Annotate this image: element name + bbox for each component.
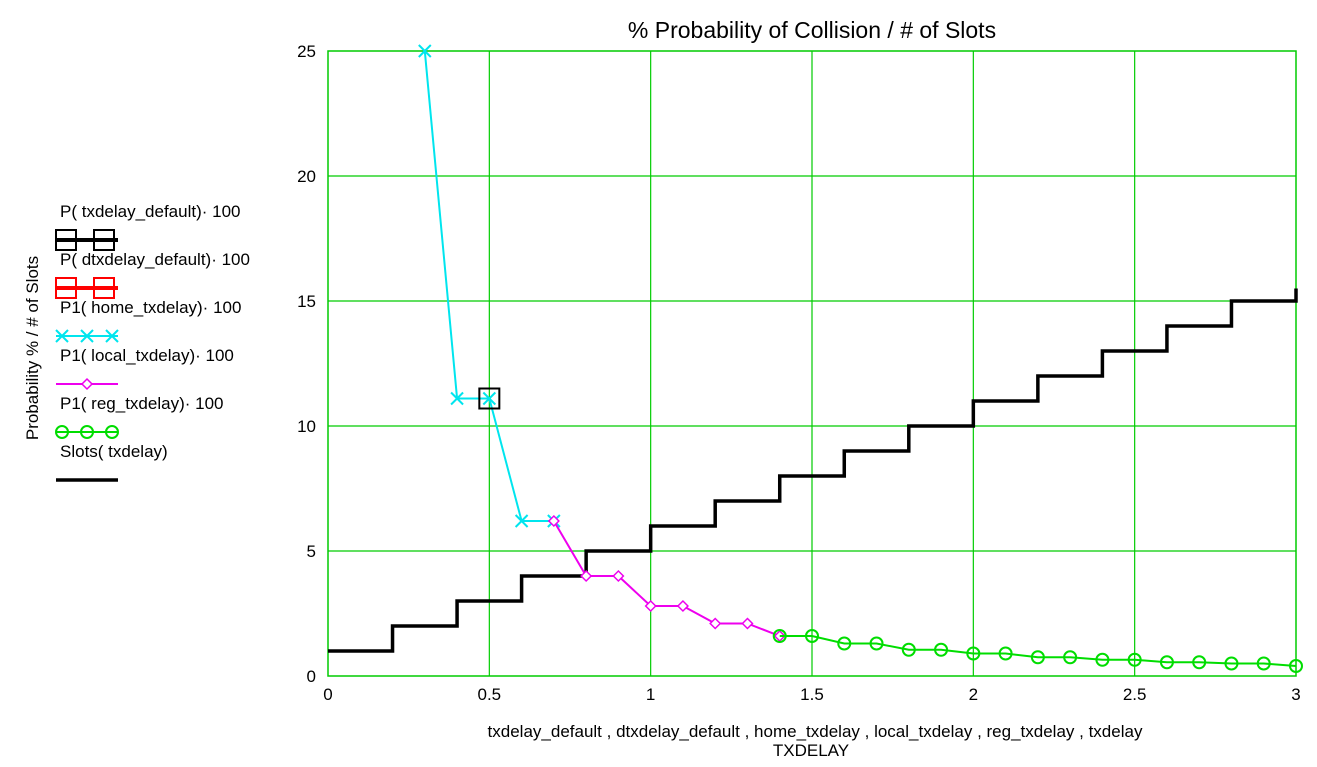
series-0: [478, 387, 501, 410]
series-3: [547, 514, 786, 643]
point-2-0-b: [418, 44, 432, 58]
x-tick-label: 1: [646, 685, 655, 704]
x-axis-label: txdelay_default , dtxdelay_default , hom…: [488, 722, 1143, 741]
point-4-1: [805, 629, 819, 643]
grid: [328, 51, 1296, 676]
legend-marker-4: [55, 425, 69, 439]
point-4-9: [1063, 650, 1078, 665]
series-line-5: [328, 288, 1298, 653]
point-3-2: [612, 569, 625, 583]
y-tick-label: 20: [297, 167, 316, 186]
point-2-2-b: [482, 391, 497, 406]
x-tick-label: 3: [1291, 685, 1300, 704]
point-4-8: [1030, 650, 1045, 665]
legend-label-1: P( dtxdelay_default)· 100: [60, 250, 250, 269]
point-2-3-b: [514, 514, 529, 528]
legend-label-4: P1( reg_txdelay)· 100: [60, 394, 223, 413]
series-2: [418, 44, 561, 528]
point-4-16: [1289, 659, 1303, 673]
y-tick-label: 0: [307, 667, 316, 686]
point-4-3: [869, 636, 884, 651]
legend-label-2: P1( home_txdelay)· 100: [60, 298, 241, 317]
x-tick-label: 0: [323, 685, 332, 704]
point-4-2: [837, 636, 852, 651]
x-axis-ticks: 0 0.5 1 1.5 2 2.5 3: [323, 685, 1300, 704]
point-3-5: [709, 617, 722, 630]
legend-marker-4: [105, 425, 119, 439]
y-tick-label: 15: [297, 292, 316, 311]
point-4-11: [1127, 652, 1142, 667]
legend-marker-1: [55, 277, 77, 299]
series-5: [328, 288, 1298, 653]
point-4-6: [966, 646, 981, 661]
point-4-10: [1095, 652, 1110, 667]
point-4-13: [1192, 655, 1207, 670]
legend-marker-2-b: [55, 329, 69, 343]
x-axis-label-secondary: TXDELAY: [773, 741, 849, 760]
point-3-3: [644, 599, 657, 613]
legend: P( txdelay_default)· 100 P( dtxdelay_defa…: [55, 202, 250, 482]
series-line-4: [779, 635, 1297, 667]
point-4-4: [901, 642, 916, 657]
y-tick-label: 25: [297, 42, 316, 61]
point-3-1: [580, 569, 593, 583]
x-tick-label: 2.5: [1123, 685, 1147, 704]
point-0-0: [478, 387, 501, 410]
y-axis-ticks: 0 5 10 15 20 25: [297, 42, 316, 686]
legend-label-5: Slots( txdelay): [60, 442, 168, 461]
point-4-7: [998, 646, 1013, 661]
x-tick-label: 0.5: [478, 685, 502, 704]
point-4-12: [1159, 655, 1174, 670]
point-4-5: [934, 642, 949, 657]
legend-marker-3: [80, 377, 94, 391]
point-4-15: [1256, 656, 1271, 671]
legend-label-3: P1( local_txdelay)· 100: [60, 346, 234, 365]
x-tick-label: 1.5: [800, 685, 824, 704]
legend-marker-2-b: [80, 329, 94, 343]
plot-frame: [327, 50, 1297, 677]
y-tick-label: 5: [307, 542, 316, 561]
series-layer: [328, 44, 1303, 673]
legend-marker-1: [93, 277, 115, 299]
legend-marker-0: [93, 229, 115, 251]
series-4: [772, 629, 1303, 673]
point-4-0: [772, 629, 787, 643]
legend-label-0: P( txdelay_default)· 100: [60, 202, 241, 221]
point-2-1-b: [450, 391, 464, 406]
point-3-0: [547, 514, 560, 528]
y-axis-label: Probability % / # of Slots: [23, 256, 42, 440]
point-3-6: [741, 617, 754, 630]
point-3-4: [676, 599, 689, 613]
legend-marker-2-b: [105, 329, 119, 343]
legend-marker-4: [80, 425, 94, 439]
legend-marker-0: [55, 229, 77, 251]
y-tick-label: 10: [297, 417, 316, 436]
chart-title: % Probability of Collision / # of Slots: [628, 17, 996, 43]
point-4-14: [1224, 656, 1239, 671]
x-tick-label: 2: [969, 685, 978, 704]
